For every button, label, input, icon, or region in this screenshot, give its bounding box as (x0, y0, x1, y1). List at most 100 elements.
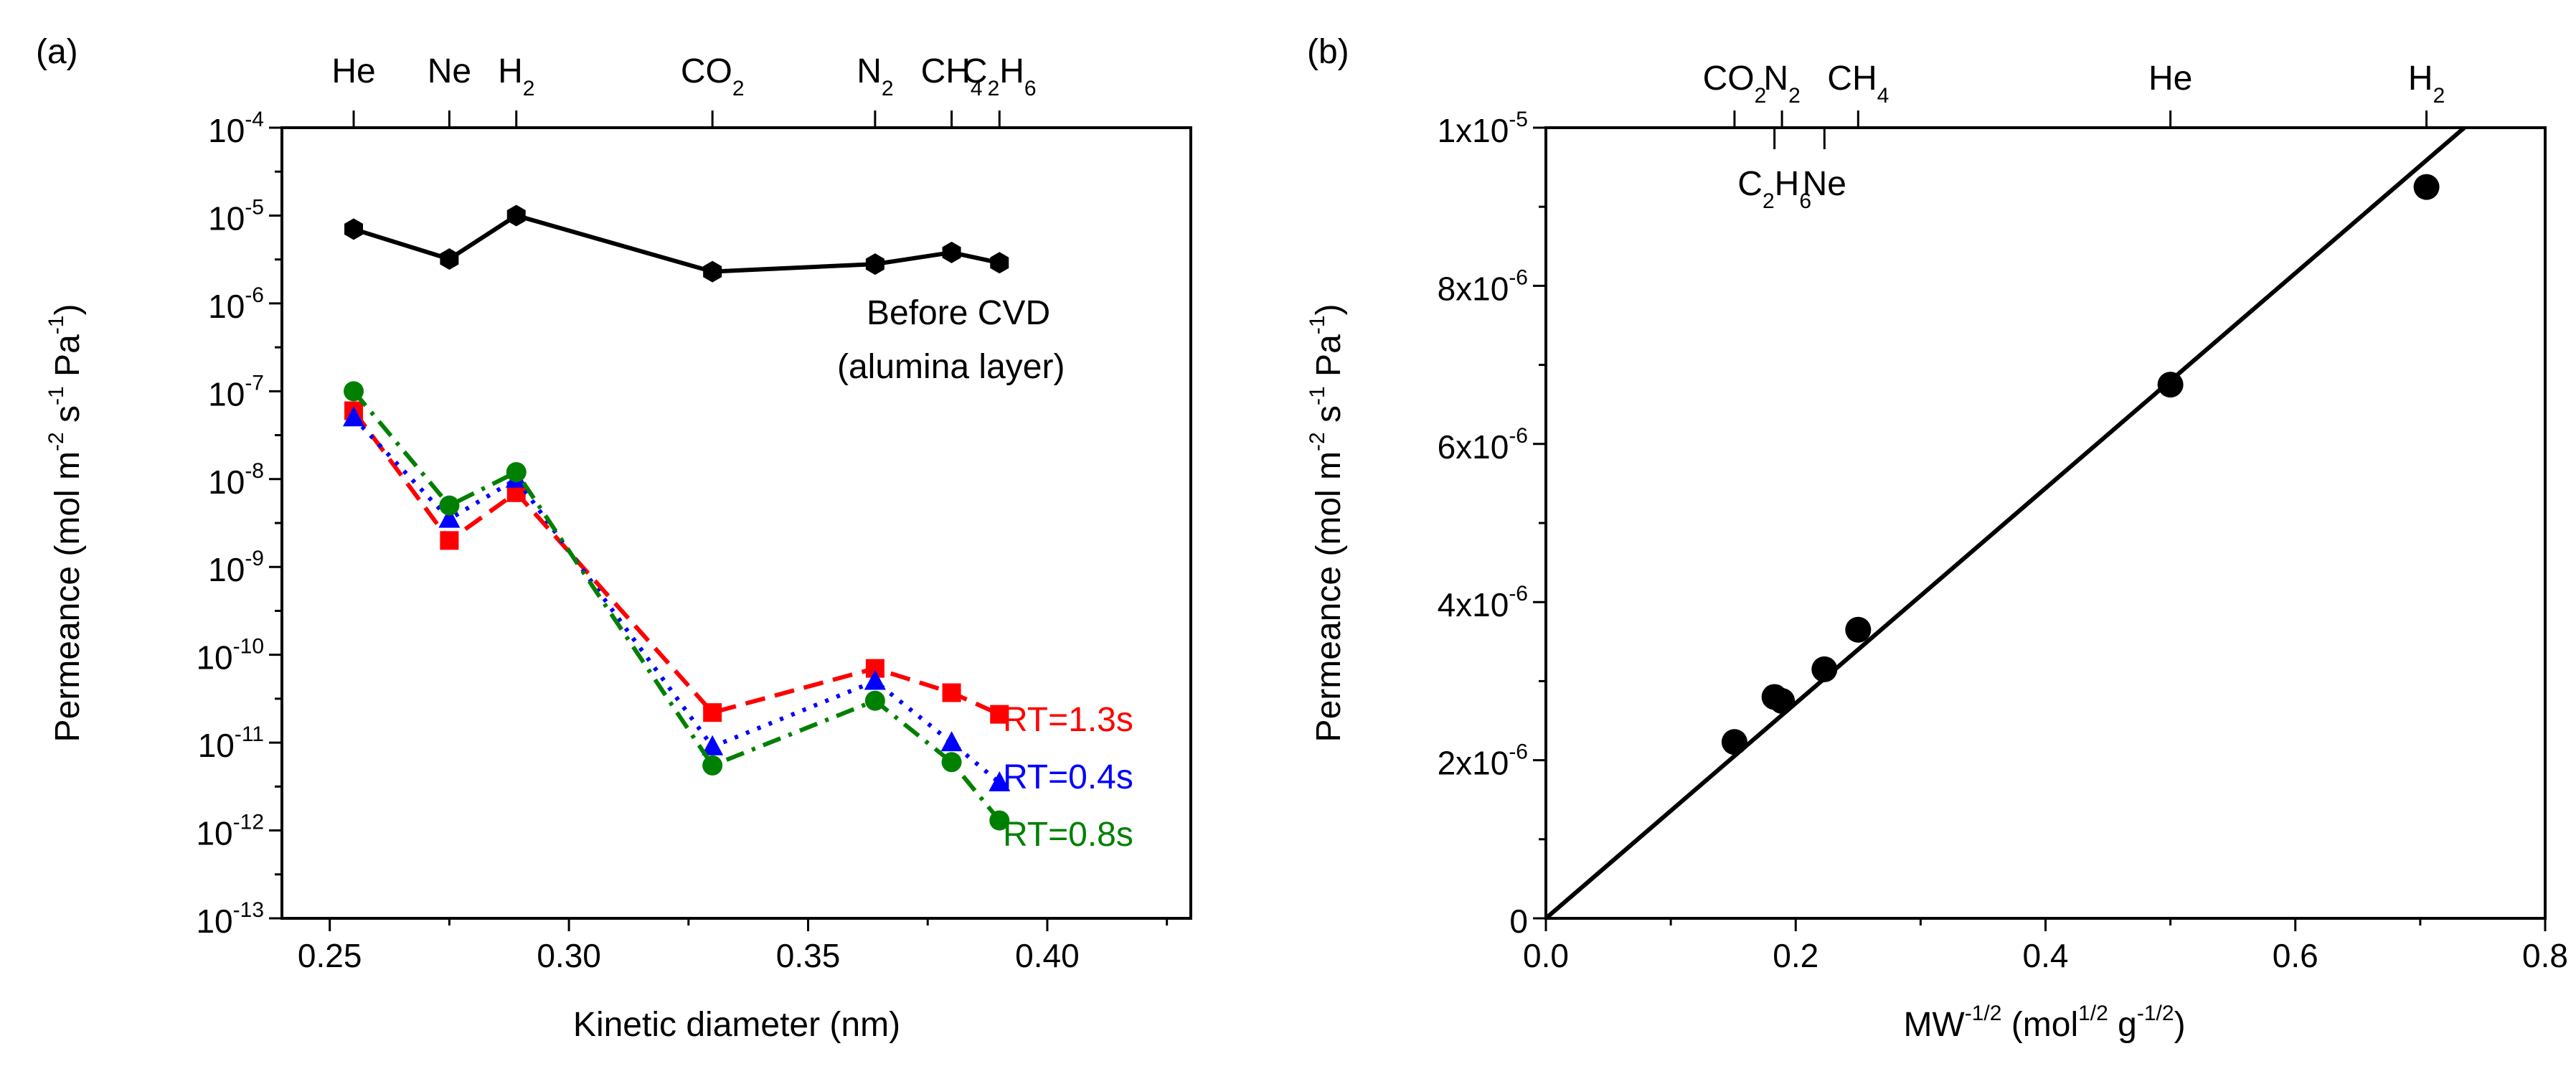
series-label-alumina-layer: (alumina layer) (837, 348, 1065, 386)
a-top-label-he: He (331, 52, 375, 90)
data-point-s2 (438, 507, 461, 528)
series-label-before-cvd: Before CVD (867, 294, 1050, 332)
data-point (2157, 372, 2184, 398)
panel-a: (a) 0.25 0.30 0.35 0.40 10-1310-1210-1110-1… (36, 33, 1192, 1044)
data-point-s2 (343, 406, 365, 427)
data-point-s3 (864, 690, 885, 711)
panel-a-series-labels: Before CVD (alumina layer) RT=1.3s RT=0.… (837, 294, 1133, 854)
a-top-label-co2: CO2 (681, 52, 745, 100)
fit-line (1544, 126, 2466, 920)
data-point (2413, 174, 2440, 200)
panel-b-x-axis: 0.0 0.2 0.4 0.6 0.8 (1523, 918, 2568, 974)
panel-b-y-axis: 0 2x10-6 4x10-6 6x10-6 8x10-6 1x10-5 (1438, 108, 1546, 940)
svg-text:Permeance (mol m-2 s-1 Pa-1): Permeance (mol m-2 s-1 Pa-1) (44, 304, 87, 743)
b-x-tick-label: 0.8 (2522, 937, 2568, 974)
data-point-s2 (702, 735, 724, 755)
data-point-s1 (942, 683, 961, 702)
panel-b-fit-line (1544, 126, 2466, 920)
b-x-tick-label: 0.6 (2273, 937, 2318, 974)
b-y-tick-label: 4x10-6 (1438, 582, 1528, 623)
a-y-tick-label: 10-8 (208, 459, 264, 501)
series-label-rt-1-3s: RT=1.3s (1003, 701, 1133, 739)
data-point-s3 (702, 755, 723, 776)
data-point-s1 (990, 705, 1009, 724)
data-point-s2 (864, 669, 886, 690)
a-x-tick-label: 0.25 (298, 937, 362, 974)
a-y-tick-label: 10-9 (208, 547, 264, 588)
data-point (1769, 687, 1796, 714)
b-y-tick-label: 6x10-6 (1438, 424, 1528, 466)
data-point-s1 (440, 531, 459, 550)
series-label-rt-0-4s: RT=0.4s (1003, 758, 1133, 796)
b-top-label-he: He (2148, 60, 2192, 98)
panel-a-y-axis-title: Permeance (mol m-2 s-1 Pa-1) (44, 304, 87, 743)
b-y-tick-label: 1x10-5 (1438, 108, 1528, 149)
b-y-tick-label: 8x10-6 (1438, 265, 1528, 307)
panel-b: (b) 0.0 0.2 0.4 0.6 0.8 0 2x10-6 4x10-6 6x10-6 8… (1306, 33, 2568, 1044)
svg-text:Permeance (mol m-2 s-1 Pa-1): Permeance (mol m-2 s-1 Pa-1) (1306, 304, 1348, 743)
data-point-s3 (989, 810, 1010, 831)
data-point-s0 (344, 218, 364, 240)
panel-a-x-axis-title: Kinetic diameter (nm) (573, 1006, 900, 1044)
panel-b-points (1721, 174, 2440, 755)
b-top-label-ne: Ne (1803, 165, 1846, 203)
b-top-label-ch4: CH4 (1827, 60, 1889, 108)
data-point-s3 (506, 462, 527, 483)
panel-a-y-title-main: Permeance (mol m (49, 451, 87, 742)
a-y-tick-label: 10-5 (208, 195, 264, 237)
a-x-tick-label: 0.30 (537, 937, 601, 974)
data-point-s0 (990, 252, 1009, 274)
panel-b-y-axis-title: Permeance (mol m-2 s-1 Pa-1) (1306, 304, 1348, 743)
panel-a-series (343, 204, 1011, 831)
data-point (1721, 729, 1747, 755)
a-y-tick-label: 10-6 (208, 283, 264, 325)
a-top-label-n2: N2 (857, 52, 893, 100)
a-top-label-h2: H2 (498, 52, 534, 100)
data-point (1845, 616, 1872, 643)
data-point-s3 (941, 752, 962, 773)
b-top-label-n2: N2 (1763, 60, 1800, 108)
b-x-tick-label: 0.2 (1773, 937, 1818, 974)
data-point-s2 (940, 731, 963, 752)
b-y-tick-label: 0 (1509, 903, 1528, 940)
a-y-tick-label: 10-12 (196, 811, 264, 852)
b-y-tick-label: 2x10-6 (1438, 740, 1528, 782)
a-y-tick-label: 10-4 (208, 108, 264, 149)
b-top-label-co2: CO2 (1703, 60, 1767, 108)
data-point-s3 (344, 381, 364, 402)
panel-b-x-axis-title: MW-1/2 (mol1/2 g-1/2) (1903, 1002, 2185, 1044)
b-x-tick-label: 0.0 (1523, 937, 1569, 974)
a-y-tick-label: 10-11 (198, 722, 264, 764)
data-point-s3 (439, 495, 460, 516)
data-point-s0 (865, 253, 884, 275)
data-point-s0 (506, 204, 526, 227)
panel-b-y-title-main: Permeance (mol m (1310, 451, 1348, 742)
a-y-tick-label: 10-13 (196, 898, 264, 940)
data-point (1811, 656, 1838, 682)
data-point-s0 (440, 248, 459, 270)
series-label-rt-0-8s: RT=0.8s (1003, 816, 1133, 854)
a-top-label-ch4: CH4 (921, 52, 983, 100)
panel-b-label: (b) (1307, 33, 1349, 71)
data-point-s0 (942, 241, 961, 263)
a-y-tick-label: 10-10 (196, 635, 264, 677)
data-point-s1 (703, 703, 722, 722)
panel-a-y-axis: 10-13 10-12 10-11 10-10 10-9 10-8 10-7 10-6 10-5… (196, 108, 282, 940)
b-top-label-c2: C2H6 (1737, 165, 1811, 213)
a-x-tick-label: 0.35 (776, 937, 841, 974)
a-x-tick-label: 0.40 (1015, 937, 1080, 974)
a-top-label-c2: C2H6 (963, 52, 1037, 100)
a-top-label-ne: Ne (428, 52, 471, 90)
b-x-tick-label: 0.4 (2023, 937, 2069, 974)
panel-a-x-axis: 0.25 0.30 0.35 0.40 (298, 918, 1169, 974)
data-point-s0 (703, 260, 722, 283)
panel-a-label: (a) (36, 33, 78, 71)
a-y-tick-label: 10-7 (208, 371, 264, 413)
b-top-label-h2: H2 (2408, 60, 2445, 108)
data-point-s2 (989, 771, 1011, 791)
